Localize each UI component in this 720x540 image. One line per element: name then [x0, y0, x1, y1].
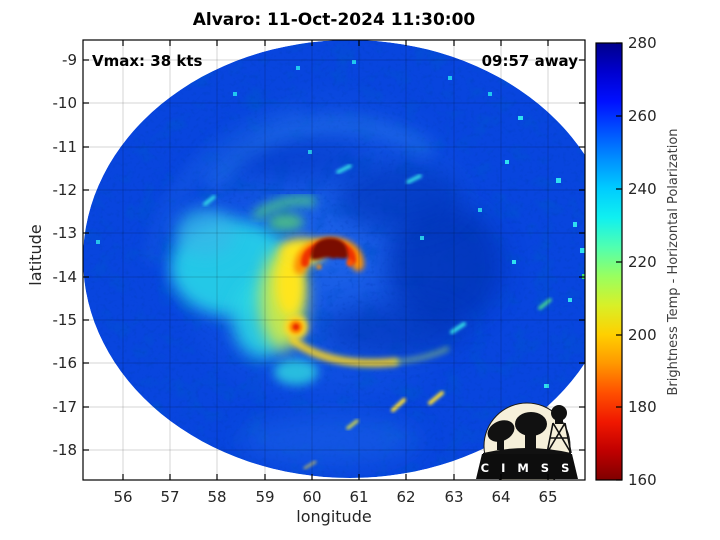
cimss-logo: C I M S S: [476, 402, 578, 480]
satellite-dishes-icon: [487, 412, 547, 450]
spiral-band: [289, 336, 399, 368]
y-tick-label: -10: [52, 94, 78, 112]
x-axis-label: longitude: [296, 507, 372, 526]
colorbar-tick-label: 220: [628, 253, 657, 271]
se-cell-streaks: [203, 164, 552, 470]
y-tick-label: -11: [52, 138, 78, 156]
colorbar: [595, 42, 623, 481]
colorbar-tick-label: 280: [628, 34, 657, 52]
y-tick-label: -14: [52, 268, 78, 286]
page-title: Alvaro: 11-Oct-2024 11:30:00: [192, 10, 476, 30]
colorbar-tick-label: 180: [628, 398, 657, 416]
axes-box: [82, 39, 586, 481]
storm-core: [260, 236, 450, 368]
x-tick-label: 64: [491, 488, 511, 506]
y-axis-label: latitude: [26, 224, 45, 286]
x-tick-label: 59: [255, 488, 275, 506]
colorbar-axis-label: Brightness Temp - Horizontal Polarizatio…: [666, 128, 681, 396]
water-tower-icon: [546, 405, 572, 454]
dark-swirl-regions: [230, 138, 503, 466]
x-tick-label: 58: [207, 488, 227, 506]
colorbar-tick-label: 240: [628, 180, 657, 198]
vmax-annotation: Vmax: 38 kts: [92, 52, 203, 70]
colorbar-tick-label: 200: [628, 326, 657, 344]
colorbar-tick-label: 260: [628, 107, 657, 125]
x-tick-label: 65: [538, 488, 558, 506]
swath-image: [83, 40, 585, 478]
y-tick-label: -15: [52, 311, 78, 329]
y-tick-label: -17: [52, 398, 78, 416]
y-tick-label: -16: [52, 354, 78, 372]
x-tick-label: 62: [396, 488, 416, 506]
x-tick-label: 61: [349, 488, 369, 506]
cold-eyewall-arc: [311, 238, 348, 260]
x-tick-label: 57: [160, 488, 180, 506]
eta-annotation: 09:57 away: [481, 52, 578, 70]
x-tick-label: 63: [444, 488, 464, 506]
colorbar-tick-label: 160: [628, 471, 657, 489]
nw-light-bands: [147, 107, 434, 263]
y-tick-label: -12: [52, 181, 78, 199]
y-tick-label: -18: [52, 441, 78, 459]
x-tick-label: 56: [113, 488, 133, 506]
y-tick-label: -13: [52, 224, 78, 242]
y-tick-label: -9: [62, 51, 77, 69]
x-tick-label: 60: [302, 488, 322, 506]
cimss-logo-text: C I M S S: [481, 461, 574, 475]
